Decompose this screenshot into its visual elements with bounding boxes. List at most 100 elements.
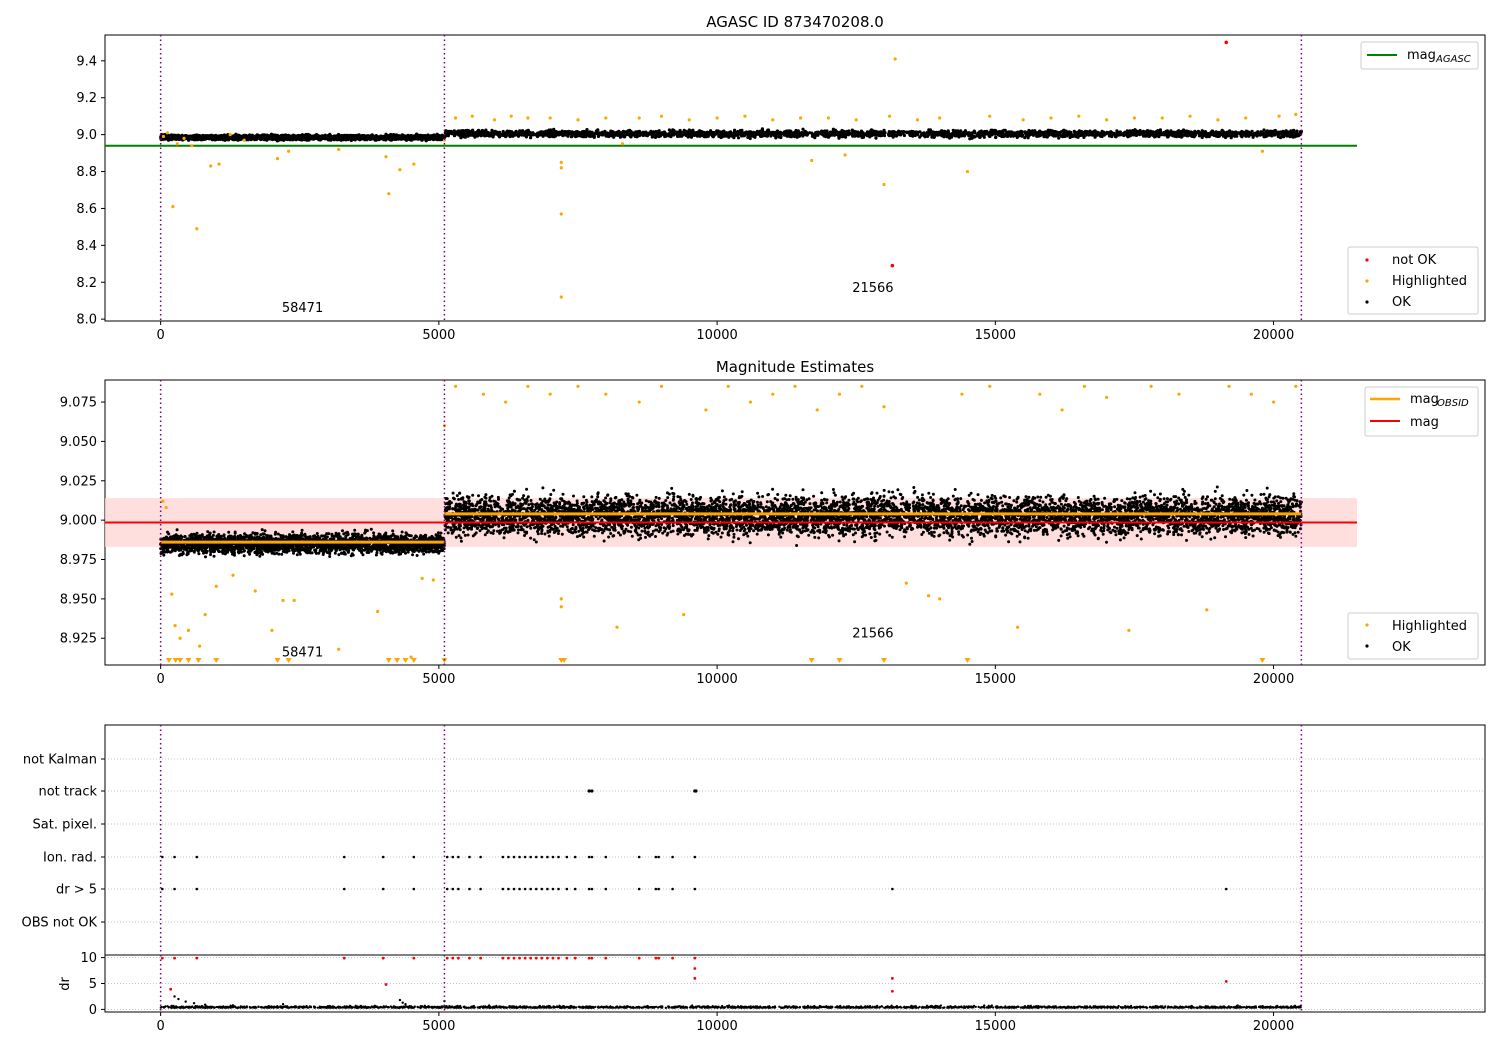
ok-point	[212, 136, 216, 140]
ok-point	[481, 133, 485, 137]
ok-point	[656, 132, 660, 136]
ok-point	[689, 135, 694, 139]
ok-point	[388, 136, 393, 140]
ok-point	[257, 136, 262, 140]
ok-point	[801, 134, 805, 138]
ok-point	[288, 135, 292, 139]
ok-point	[719, 135, 723, 140]
ok-point	[761, 128, 765, 132]
ok-point	[901, 130, 906, 134]
ok-point	[432, 135, 436, 139]
ok-point	[1177, 129, 1181, 133]
ok-point	[1058, 130, 1062, 135]
ok-point	[1226, 134, 1230, 138]
ok-point	[625, 133, 629, 137]
ok-point	[265, 133, 269, 137]
ok-point	[1127, 134, 1131, 138]
ok-point	[1147, 134, 1151, 138]
ok-point	[270, 136, 275, 140]
ok-point	[250, 136, 254, 140]
ok-point	[236, 136, 240, 140]
ok-point	[242, 133, 246, 137]
ok-point	[293, 136, 297, 140]
ok-point	[755, 130, 759, 135]
ok-point	[361, 135, 365, 139]
ok-point	[307, 138, 311, 142]
ok-point	[326, 134, 330, 138]
ok-point	[822, 134, 826, 138]
ok-point	[339, 134, 343, 138]
ok-point	[919, 133, 923, 138]
ok-point	[931, 132, 935, 136]
ok-point	[405, 135, 409, 139]
ok-point	[670, 132, 675, 136]
ok-point	[247, 135, 251, 139]
ok-point	[892, 131, 896, 135]
ok-point	[254, 137, 258, 141]
ok-point	[308, 133, 312, 137]
ok-point	[1044, 135, 1048, 139]
ok-point	[426, 137, 430, 141]
ok-point	[994, 135, 998, 139]
ok-point	[926, 134, 930, 138]
ok-point	[626, 129, 630, 133]
ok-point	[302, 136, 306, 140]
ok-point	[663, 134, 667, 139]
ok-point	[1074, 135, 1078, 139]
ok-point	[1235, 134, 1239, 138]
ok-point	[528, 130, 532, 135]
ok-point	[452, 134, 457, 138]
ok-point	[179, 135, 183, 139]
ok-point	[1179, 129, 1184, 133]
ok-point	[228, 136, 232, 140]
ok-point	[698, 132, 703, 136]
ok-point	[819, 132, 823, 136]
ok-point	[686, 134, 691, 139]
ok-point	[1006, 134, 1010, 138]
ok-point	[766, 128, 770, 132]
ok-point	[1295, 130, 1299, 134]
ok-point	[599, 131, 603, 135]
ok-point	[524, 135, 529, 139]
ok-point	[285, 136, 289, 141]
ok-point	[801, 127, 805, 131]
ok-point	[410, 136, 415, 140]
ok-point	[219, 134, 223, 138]
ok-point	[326, 137, 330, 141]
ok-point	[374, 138, 378, 142]
ok-point	[932, 135, 936, 139]
ok-point	[796, 133, 800, 137]
ok-point	[554, 132, 558, 136]
ok-point	[368, 136, 372, 140]
ok-point	[538, 133, 542, 137]
ok-point	[993, 132, 998, 136]
ok-point	[416, 133, 420, 137]
ok-point	[1244, 133, 1248, 138]
ok-point	[231, 136, 235, 140]
ok-point	[775, 132, 779, 136]
ok-point	[445, 131, 449, 135]
ok-point	[319, 135, 323, 139]
ok-point	[876, 130, 880, 134]
ok-point	[638, 133, 642, 137]
ok-point	[950, 132, 954, 136]
ok-point	[862, 133, 866, 137]
ok-point	[421, 135, 425, 139]
figure-title: AGASC ID 873470208.0	[706, 13, 884, 31]
ok-point	[334, 134, 338, 138]
ok-point	[387, 134, 391, 138]
ok-point	[1197, 134, 1201, 138]
ok-point	[604, 134, 608, 138]
ok-point	[667, 128, 672, 132]
ok-point	[436, 135, 440, 139]
ok-point	[1266, 130, 1270, 134]
ok-point	[1062, 128, 1066, 132]
ok-point	[221, 138, 225, 142]
ok-point	[945, 134, 949, 138]
ok-point	[204, 134, 209, 138]
ok-point	[395, 135, 399, 140]
ok-point	[1156, 134, 1161, 138]
ok-point	[752, 134, 756, 138]
ok-point	[185, 136, 189, 140]
ok-point	[1193, 130, 1197, 134]
